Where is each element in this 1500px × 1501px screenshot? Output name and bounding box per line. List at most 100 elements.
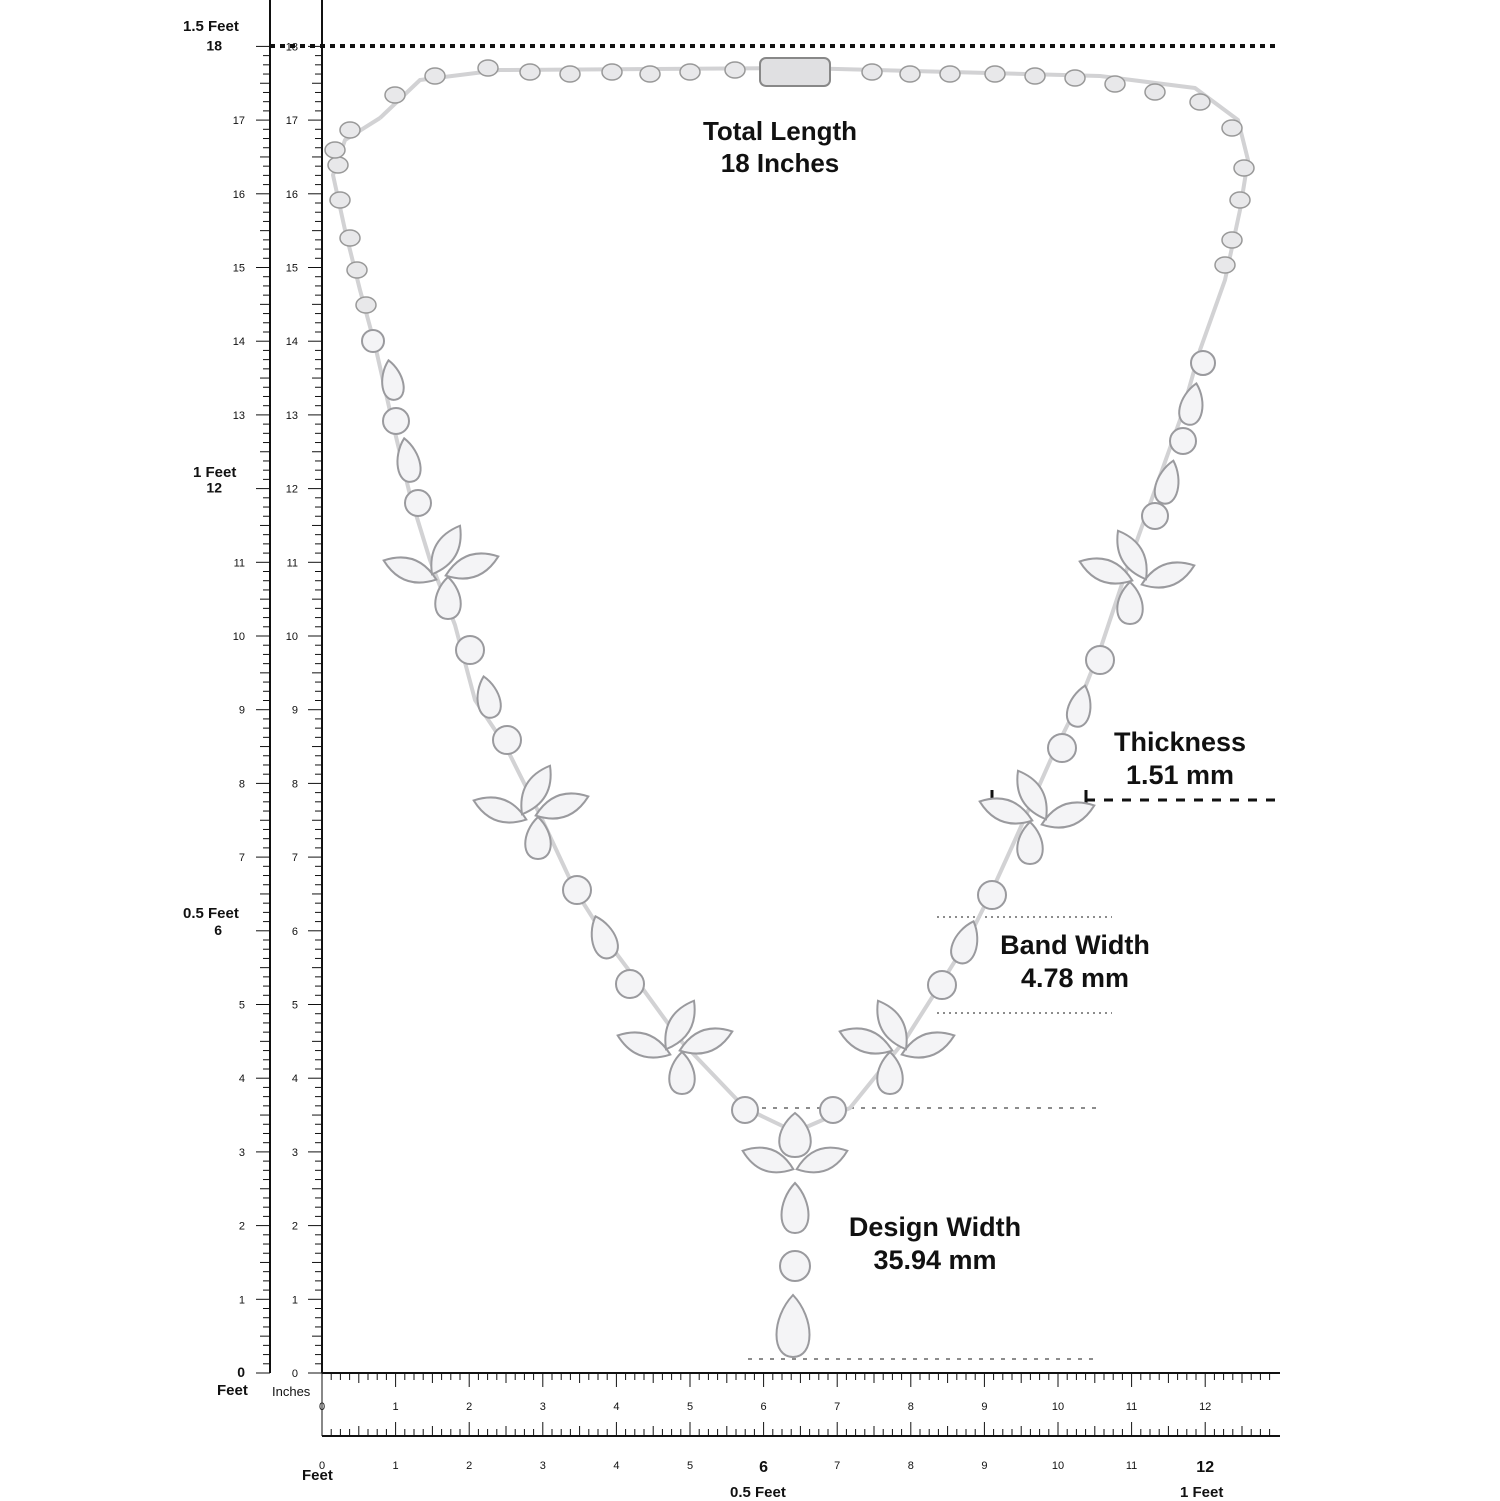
bottom-ruler-number: 4 [613,1460,619,1472]
necklace-chain [331,66,1250,1134]
marquise-diamond [978,797,1034,825]
left-ruler-number: 17 [233,115,245,127]
round-diamond [562,875,592,905]
left-ruler-number: 0 [237,1364,245,1380]
total-length-title: Total Length [702,116,858,146]
feet-unit-label-bottom: Feet [302,1467,333,1484]
inner-ruler-number: 4 [292,1073,298,1085]
chain-link [384,86,406,104]
marquise-diamond [876,999,908,1051]
marquise-diamond [1040,801,1096,829]
inner-bottom-ruler-number: 8 [908,1401,914,1413]
pear-diamond [1178,382,1204,426]
band-width-value: 4.78 mm [1020,962,1130,993]
total-length-label: Total Length 18 Inches [680,116,880,179]
pear-diamond [1065,684,1092,728]
inner-bottom-ruler-number: 4 [613,1401,619,1413]
chain-link [329,191,351,209]
round-diamond [1085,645,1115,675]
feet-1-label: 1 Feet [193,464,237,481]
inner-ruler-number: 7 [292,852,298,864]
pear-diamond [476,675,502,719]
chain-link [1233,159,1255,177]
feet-0-5-bottom-label: 0.5 Feet [730,1484,786,1501]
feet-unit-label-left: Feet [217,1382,248,1399]
marquise-diamond [1116,529,1148,581]
chain-link [339,121,361,139]
inches-unit-label: Inches [272,1384,311,1399]
left-ruler-number: 18 [206,37,222,53]
chain-link [327,156,349,174]
left-ruler-number: 2 [239,1221,245,1233]
marquise-diamond [838,1027,894,1055]
pear-diamond [1116,580,1144,626]
marquise-diamond [520,764,552,816]
chain-link [324,141,346,159]
chain-link [1221,119,1243,137]
round-diamond [731,1096,759,1124]
total-length-value: 18 Inches [720,147,840,178]
chain-link [639,65,661,83]
bottom-ruler-number: 8 [908,1460,914,1472]
chain-link [559,65,581,83]
round-diamond [779,1250,811,1282]
inner-ruler-number: 11 [287,557,298,569]
marquise-diamond [795,1146,849,1174]
necklace-clasp [759,57,831,87]
bottom-ruler-number: 9 [981,1460,987,1472]
chain-link [1221,231,1243,249]
bottom-ruler-number: 7 [834,1460,840,1472]
inner-ruler-number: 5 [292,1000,298,1012]
bottom-ruler-number: 3 [540,1460,546,1472]
pear-diamond [590,914,619,960]
marquise-diamond [678,1027,734,1055]
bottom-ruler-number: 5 [687,1460,693,1472]
chain-link [346,261,368,279]
inner-ruler-number: 16 [286,189,298,201]
inner-ruler-number: 1 [292,1294,298,1306]
marquise-diamond [444,552,500,580]
chain-link [861,63,883,81]
inner-bottom-ruler-number: 9 [981,1401,987,1413]
design-width-value: 35.94 mm [873,1244,997,1275]
left-ruler-number: 4 [239,1073,245,1085]
marquise-diamond [616,1031,672,1059]
inner-bottom-ruler-number: 3 [540,1401,546,1413]
pear-diamond [775,1293,811,1359]
design-width-label: Design Width 35.94 mm [825,1211,1045,1277]
pear-diamond [396,436,422,483]
marquise-diamond [472,796,528,824]
round-diamond [404,489,432,517]
marquise-diamond [664,999,696,1051]
inner-ruler-number: 0 [292,1368,298,1380]
thickness-label: Thickness 1.51 mm [1090,726,1270,792]
marquise-diamond [382,556,438,584]
inner-ruler-number: 10 [286,631,298,643]
marquise-diamond [430,524,462,576]
inner-ruler-number: 14 [286,336,298,348]
bottom-ruler-number: 0 [319,1460,325,1472]
left-ruler-number: 7 [239,852,245,864]
bottom-ruler-number: 6 [759,1459,768,1476]
marquise-diamond [1016,769,1048,821]
chain-link [1104,75,1126,93]
chain-link [519,63,541,81]
marquise-diamond [900,1031,956,1059]
band-width-label: Band Width 4.78 mm [980,929,1170,995]
chain-link [899,65,921,83]
left-ruler-number: 11 [234,557,245,569]
chain-link [355,296,377,314]
round-diamond [927,970,957,1000]
left-ruler-number: 6 [214,922,222,938]
bottom-ruler-number: 1 [393,1460,399,1472]
pear-diamond [950,919,979,965]
inner-ruler-number: 3 [292,1147,298,1159]
chain-link [724,61,746,79]
round-diamond [382,407,410,435]
pear-diamond [780,1181,810,1235]
left-ruler-number: 16 [233,189,245,201]
pear-diamond [1153,459,1180,505]
marquise-diamond [1140,561,1196,589]
round-diamond [361,329,385,353]
